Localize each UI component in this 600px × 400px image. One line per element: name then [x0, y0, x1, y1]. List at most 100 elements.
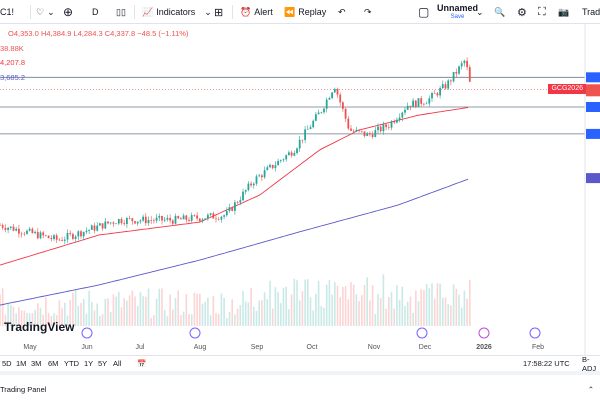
chevron-up-icon[interactable]: ⌃: [587, 385, 594, 394]
volume-value: 38.88K: [0, 43, 24, 53]
compare-button[interactable]: ♡ ⌄: [36, 4, 55, 20]
heart-icon: ♡: [36, 6, 45, 17]
range-ytd[interactable]: YTD: [64, 359, 79, 368]
volume-bar: [136, 306, 139, 326]
replay-button[interactable]: ⏪ Replay: [284, 6, 327, 18]
time-axis-label: Sep: [251, 344, 264, 351]
candle-body: [266, 167, 269, 171]
candle-body: [136, 221, 139, 224]
event-marker-icon[interactable]: [478, 327, 490, 339]
templates-icon[interactable]: ⊞: [214, 6, 224, 19]
candle-body: [77, 231, 80, 237]
symbol-search[interactable]: C1!: [0, 7, 15, 17]
fullscreen-icon[interactable]: ⛶: [538, 5, 546, 18]
candle-body: [436, 93, 439, 96]
range-5y[interactable]: 5Y: [98, 359, 108, 368]
volume-bar: [379, 298, 382, 326]
candle-body: [377, 126, 379, 131]
chart-legend: O4,353.0 H4,384.9 L4,284.3 C4,337.8 −48.…: [0, 27, 188, 85]
undo-icon[interactable]: ↶: [338, 6, 346, 17]
candle-body: [26, 230, 28, 234]
volume-bar: [0, 294, 1, 326]
camera-icon[interactable]: 📷: [558, 6, 570, 17]
range-all[interactable]: All: [113, 359, 122, 368]
candle-body: [379, 126, 382, 132]
event-marker-icon[interactable]: [416, 327, 428, 339]
settings-icon[interactable]: ⚙: [517, 6, 527, 19]
candle-body: [66, 233, 69, 240]
add-symbol-icon[interactable]: ⊕: [63, 5, 74, 19]
candle-body: [358, 129, 360, 131]
time-axis-label: Jun: [81, 344, 92, 351]
candle-body: [80, 231, 82, 237]
volume-bar: [20, 310, 23, 326]
candle-body: [36, 231, 39, 239]
candle-body: [396, 119, 398, 123]
candle-body: [409, 105, 412, 108]
candle-body: [431, 93, 433, 99]
volume-bar: [460, 307, 463, 326]
redo-icon[interactable]: ↷: [364, 6, 372, 17]
candles-icon[interactable]: ▯▯: [116, 6, 126, 17]
volume-bar: [26, 313, 28, 326]
volume-bar: [177, 290, 179, 326]
candle-body: [31, 228, 34, 234]
volume-bar: [307, 279, 309, 326]
range-3m[interactable]: 3M: [31, 359, 42, 368]
volume-bar: [64, 302, 66, 326]
adj-label[interactable]: B-ADJ: [582, 354, 597, 373]
candle-body: [155, 217, 158, 221]
alert-button[interactable]: ⏰ Alert: [240, 6, 273, 18]
volume-bar: [469, 279, 471, 326]
volume-bar: [296, 280, 298, 326]
indicators-button[interactable]: 📈 Indicators ⌄: [142, 6, 212, 18]
candle-body: [1, 225, 4, 228]
range-6m[interactable]: 6M: [48, 359, 59, 368]
range-1y[interactable]: 1Y: [84, 359, 94, 368]
candle-body: [142, 216, 144, 221]
level-price-tag: [586, 72, 600, 83]
volume-bar: [301, 291, 304, 326]
candle-body: [261, 175, 263, 178]
calendar-icon[interactable]: 📅: [137, 359, 147, 368]
candle-body: [290, 152, 293, 156]
volume-bar: [169, 294, 171, 326]
candle-body: [212, 213, 215, 219]
layout-name-button[interactable]: Unnamed Save: [437, 3, 479, 21]
candle-body: [333, 88, 336, 93]
time-axis-label: Nov: [368, 344, 381, 351]
range-5d[interactable]: 5D: [2, 359, 12, 368]
interval-button[interactable]: D: [92, 7, 99, 17]
volume-bar: [231, 299, 233, 326]
volume-bar: [350, 282, 352, 326]
candle-body: [428, 98, 431, 104]
candle-body: [53, 235, 55, 240]
candle-body: [139, 220, 142, 222]
event-marker-icon[interactable]: [81, 327, 93, 339]
tradingview-logo[interactable]: TradingView: [4, 320, 75, 334]
event-marker-icon[interactable]: [189, 327, 201, 339]
candle-body: [207, 214, 209, 219]
quick-search-icon[interactable]: 🔍: [494, 6, 506, 17]
volume-bar: [42, 314, 44, 326]
candle-body: [425, 103, 428, 105]
volume-bar: [150, 317, 152, 326]
time-axis-label: May: [23, 344, 37, 351]
layout-icon[interactable]: ▢: [418, 5, 430, 19]
candle-body: [198, 218, 201, 222]
event-marker-icon[interactable]: [529, 327, 541, 339]
trading-panel-bar[interactable]: Trading Panel ⌃: [0, 379, 600, 400]
price-chart[interactable]: May Jun Jul Aug Sep Oct Nov Dec 2026 Feb: [0, 24, 600, 355]
volume-bar: [266, 299, 269, 326]
volume-bar: [385, 308, 387, 326]
volume-bar: [217, 313, 220, 326]
volume-bar: [361, 295, 363, 326]
ma-slow-value: 3,685.2: [0, 72, 26, 82]
trade-button[interactable]: Trade: [582, 7, 600, 17]
chevron-down-icon[interactable]: ⌄: [476, 6, 484, 17]
range-1m[interactable]: 1M: [16, 359, 27, 368]
volume-bar: [34, 309, 36, 326]
candle-body: [347, 118, 350, 129]
volume-bar: [312, 310, 314, 326]
candle-body: [63, 239, 66, 241]
